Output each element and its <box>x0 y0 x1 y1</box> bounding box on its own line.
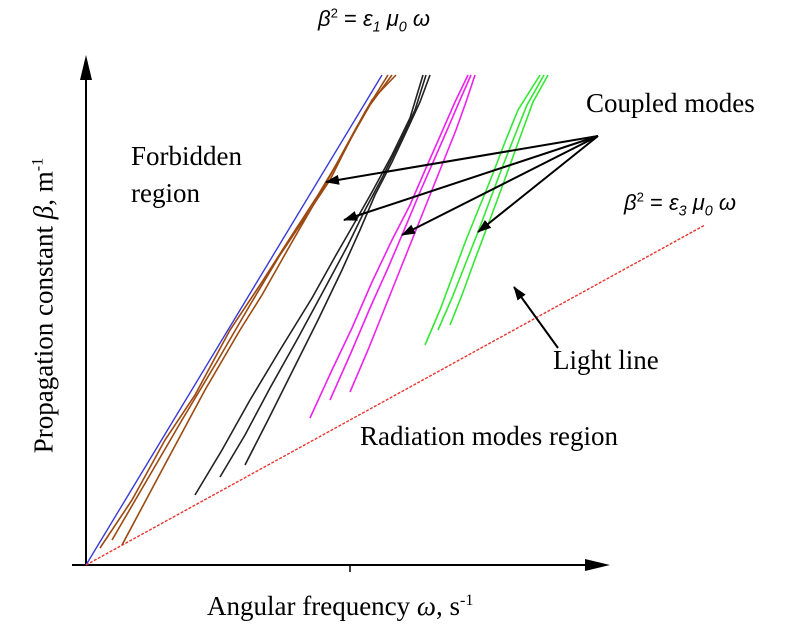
light-line-label: Light line <box>553 345 659 375</box>
right-eq-mu-sub: 0 <box>704 203 713 220</box>
x-axis-symbol: ω <box>416 591 436 621</box>
top-eq-omega: ω <box>406 6 430 31</box>
right-eq-eps-sub: 3 <box>678 203 687 220</box>
top-eq-exp: 2 <box>330 5 338 21</box>
coupled-arrow-1 <box>325 135 599 185</box>
top-eq-equals: = <box>337 6 363 31</box>
coupled-arrow-4 <box>477 135 599 233</box>
y-axis-symbol: β <box>28 205 59 220</box>
mode-group-4 <box>424 74 549 346</box>
y-axis-label: Propagation constant β, m-1 <box>29 91 60 521</box>
y-axis-unit: , m <box>28 171 59 206</box>
coupled-modes-label: Coupled modes <box>586 88 755 118</box>
light-line-arrow <box>513 286 559 349</box>
upper-bound-line <box>85 74 383 566</box>
right-eq-exp: 2 <box>636 189 644 205</box>
forbidden-label-line2: region <box>131 178 200 208</box>
y-axis-arrowhead <box>80 55 92 80</box>
x-axis-exp: -1 <box>460 591 474 609</box>
x-axis-label: Angular frequency ω, s-1 <box>207 591 474 622</box>
forbidden-label-line1: Forbidden <box>131 141 242 171</box>
top-eq-epsilon: ε <box>363 6 373 31</box>
right-eq-equals: = <box>643 190 669 215</box>
light-line <box>85 224 706 566</box>
radiation-region-label: Radiation modes region <box>360 421 618 451</box>
right-eq-beta: β <box>624 190 637 215</box>
top-eq-mu: μ <box>380 6 399 31</box>
right-eq-mu: μ <box>686 190 705 215</box>
coupled-arrow-3 <box>401 135 599 236</box>
top-eq-eps-sub: 1 <box>372 19 381 36</box>
mode-group-3 <box>309 74 476 419</box>
mode-group-1 <box>99 74 397 549</box>
right-eq-omega: ω <box>712 190 736 215</box>
coupled-modes-arrows <box>325 135 599 349</box>
top-equation: β2 = ε1 μ0 ω <box>318 5 430 36</box>
top-eq-mu-sub: 0 <box>398 19 407 36</box>
y-axis-exp: -1 <box>28 157 47 172</box>
right-equation: β2 = ε3 μ0 ω <box>624 189 736 220</box>
right-eq-epsilon: ε <box>669 190 679 215</box>
mode-group-2 <box>194 74 431 496</box>
x-axis-text: Angular frequency <box>207 591 417 621</box>
top-eq-beta: β <box>318 6 331 31</box>
y-axis-text: Propagation constant <box>28 219 59 454</box>
x-axis-unit: , s <box>436 591 461 621</box>
x-axis-arrowhead <box>585 559 610 571</box>
coupled-arrow-2 <box>343 135 599 221</box>
